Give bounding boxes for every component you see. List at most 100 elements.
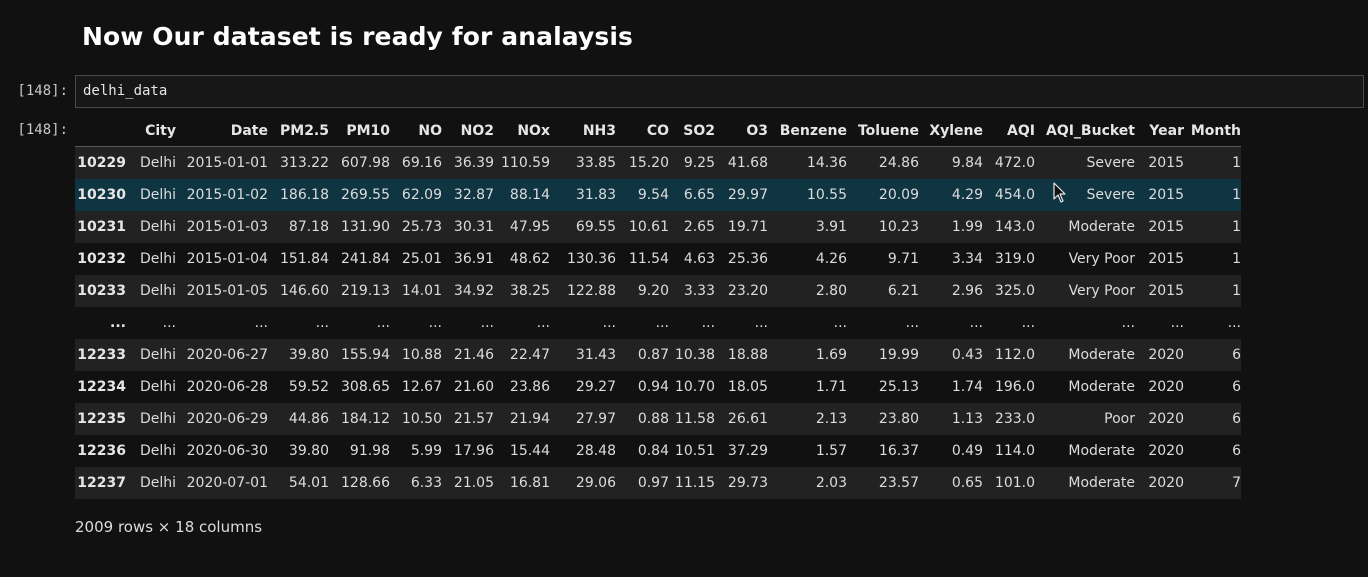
table-cell: 3.33 (683, 283, 715, 299)
table-cell: Delhi (139, 283, 176, 299)
table-cell: Moderate (1068, 219, 1135, 235)
column-header: AQI_Bucket (1035, 115, 1135, 147)
table-cell: 0.49 (951, 443, 983, 459)
table-cell: ... (602, 315, 616, 331)
table-cell: 130.36 (567, 251, 616, 267)
table-cell: 16.81 (509, 475, 550, 491)
table-cell: 0.43 (951, 347, 983, 363)
table-cell: 25.13 (878, 379, 919, 395)
table-cell: Delhi (139, 187, 176, 203)
code-cell-input[interactable]: delhi_data (75, 75, 1364, 108)
table-cell: 2015-01-05 (186, 283, 268, 299)
table-cell: 9.84 (951, 155, 983, 171)
table-cell: ... (833, 315, 847, 331)
table-cell: 241.84 (341, 251, 390, 267)
table-cell: 1 (1232, 187, 1241, 203)
table-row: 10229 Delhi 2015-01-01 313.22 607.98 69.16 36.… (75, 146, 1241, 179)
table-cell: 31.83 (575, 187, 616, 203)
table-cell: 131.90 (341, 219, 390, 235)
code-text[interactable]: delhi_data (83, 83, 168, 99)
output-prompt: [148]: (17, 122, 68, 138)
table-cell: 17.96 (453, 443, 494, 459)
table-cell: 18.05 (727, 379, 768, 395)
table-cell: 10.55 (806, 187, 847, 203)
table-cell: Very Poor (1068, 251, 1135, 267)
table-cell: ... (480, 315, 494, 331)
table-cell: Moderate (1068, 347, 1135, 363)
table-cell: 69.16 (401, 155, 442, 171)
table-cell: 11.54 (628, 251, 669, 267)
table-row: 12235 Delhi 2020-06-29 44.86 184.12 10.50 21.5… (75, 403, 1241, 435)
table-cell: Severe (1086, 187, 1135, 203)
table-cell: 36.91 (453, 251, 494, 267)
table-cell: 15.20 (628, 155, 669, 171)
table-cell: 69.55 (575, 219, 616, 235)
table-cell: 44.86 (288, 411, 329, 427)
table-row: 12233 Delhi 2020-06-27 39.80 155.94 10.88 21.4… (75, 339, 1241, 371)
table-cell: 36.39 (453, 155, 494, 171)
table-cell: 24.86 (878, 155, 919, 171)
table-row: 12236 Delhi 2020-06-30 39.80 91.98 5.99 17.96 1… (75, 435, 1241, 467)
table-cell: 10.61 (628, 219, 669, 235)
row-index: 10230 (77, 187, 126, 203)
table-cell: 308.65 (341, 379, 390, 395)
table-cell: 112.0 (994, 347, 1035, 363)
table-cell: 37.29 (727, 443, 768, 459)
table-cell: 41.68 (727, 155, 768, 171)
table-cell: 2.13 (815, 411, 847, 427)
markdown-heading: Now Our dataset is ready for analaysis (82, 22, 633, 51)
table-cell: 2015-01-04 (186, 251, 268, 267)
index-header (75, 115, 126, 147)
table-cell: 4.26 (815, 251, 847, 267)
table-cell: 21.94 (509, 411, 550, 427)
table-cell: 2.80 (815, 283, 847, 299)
table-cell: 184.12 (341, 411, 390, 427)
table-cell: 2020-06-30 (186, 443, 268, 459)
table-cell: ... (162, 315, 176, 331)
column-header: City (126, 115, 176, 147)
table-cell: 5.99 (410, 443, 442, 459)
table-cell: 27.97 (575, 411, 616, 427)
table-row: 10233 Delhi 2015-01-05 146.60 219.13 14.01 34.… (75, 275, 1241, 307)
table-cell: 9.54 (637, 187, 669, 203)
table-cell: 20.09 (878, 187, 919, 203)
column-header: AQI (983, 115, 1035, 147)
dataframe-body: 10229 Delhi 2015-01-01 313.22 607.98 69.16 36.… (75, 146, 1241, 499)
column-header: NOx (494, 115, 550, 147)
table-row: ........................................… (75, 307, 1241, 339)
table-cell: 114.0 (994, 443, 1035, 459)
table-cell: 1 (1232, 155, 1241, 171)
table-cell: 14.36 (806, 155, 847, 171)
table-cell: ... (254, 315, 268, 331)
table-cell: 2020 (1148, 379, 1184, 395)
table-cell: 2015 (1148, 187, 1184, 203)
column-header: Year (1135, 115, 1184, 147)
table-cell: ... (1227, 315, 1241, 331)
table-row: 10231 Delhi 2015-01-03 87.18 131.90 25.73 30.3… (75, 211, 1241, 243)
table-cell: 1.99 (951, 219, 983, 235)
table-cell: 0.84 (637, 443, 669, 459)
table-cell: 29.27 (575, 379, 616, 395)
column-header: SO2 (669, 115, 715, 147)
table-cell: Very Poor (1068, 283, 1135, 299)
table-cell: 151.84 (280, 251, 329, 267)
table-cell: 59.52 (288, 379, 329, 395)
table-cell: 2015 (1148, 251, 1184, 267)
input-prompt: [148]: (17, 83, 68, 99)
table-cell: 143.0 (994, 219, 1035, 235)
table-cell: 9.25 (683, 155, 715, 171)
table-cell: 155.94 (341, 347, 390, 363)
table-cell: 1.74 (951, 379, 983, 395)
table-cell: 22.47 (509, 347, 550, 363)
table-cell: 10.70 (674, 379, 715, 395)
table-cell: 29.97 (727, 187, 768, 203)
table-cell: 1.71 (815, 379, 847, 395)
table-cell: 15.44 (509, 443, 550, 459)
table-cell: 2020 (1148, 443, 1184, 459)
table-cell: 29.73 (727, 475, 768, 491)
table-cell: 1.57 (815, 443, 847, 459)
table-cell: 2020 (1148, 347, 1184, 363)
table-cell: ... (376, 315, 390, 331)
table-cell: Delhi (139, 347, 176, 363)
table-cell: 186.18 (280, 187, 329, 203)
